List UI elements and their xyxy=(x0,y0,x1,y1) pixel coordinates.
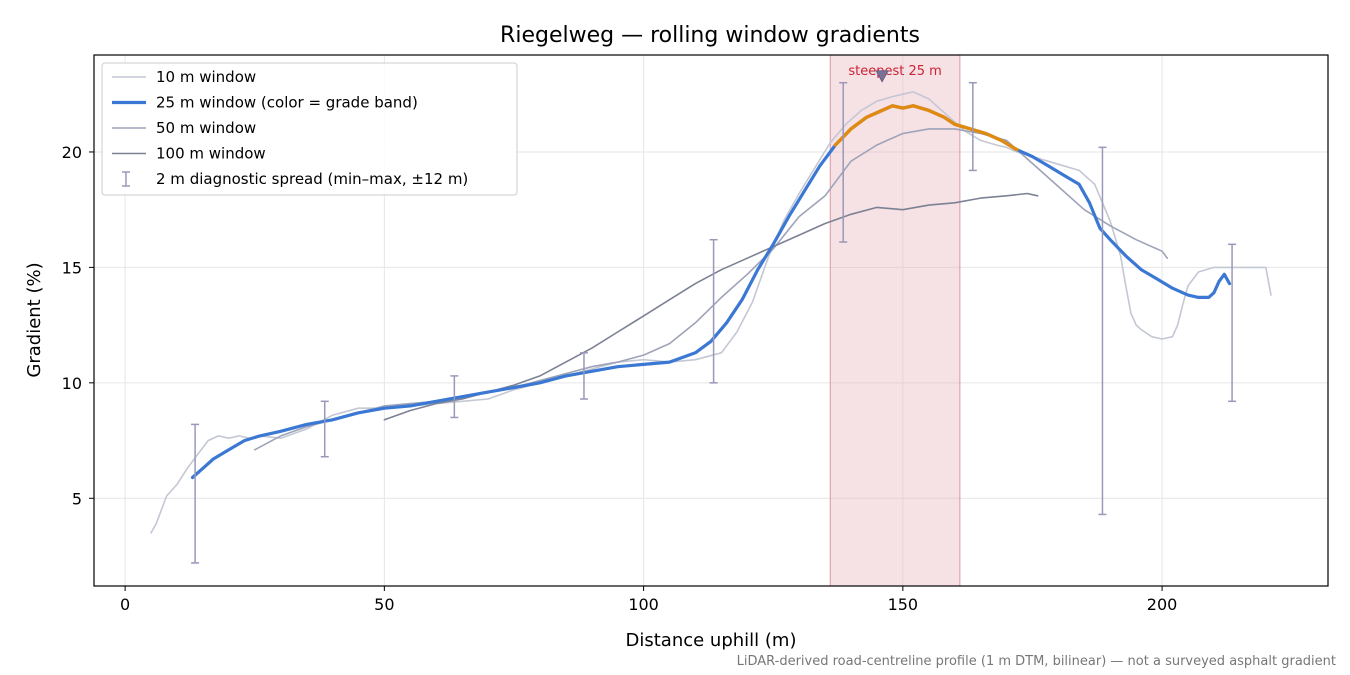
highlight-label: steepest 25 m xyxy=(848,64,941,79)
legend-label: 50 m window xyxy=(156,119,256,137)
plot-frame xyxy=(93,54,1329,587)
y-tick-label: 5 xyxy=(72,489,82,508)
errorbar xyxy=(579,352,588,400)
footnote: LiDAR-derived road-centreline profile (1… xyxy=(737,654,1336,669)
series-lines xyxy=(150,91,1272,534)
x-axis-title: Distance uphill (m) xyxy=(626,630,797,651)
legend-label: 2 m diagnostic spread (min–max, ±12 m) xyxy=(156,170,468,188)
x-tick-label: 50 xyxy=(374,595,394,614)
y-tick-label: 20 xyxy=(62,143,82,162)
legend-item-0: 10 m window xyxy=(112,68,256,86)
legend-item-2: 50 m window xyxy=(112,119,256,137)
errorbar xyxy=(450,375,459,419)
errorbar xyxy=(709,238,718,384)
steepest-marker-icon xyxy=(875,70,889,83)
errorbar xyxy=(1098,146,1107,516)
x-tick-label: 150 xyxy=(888,595,919,614)
errorbar xyxy=(1228,243,1237,403)
legend-item-4: 2 m diagnostic spread (min–max, ±12 m) xyxy=(122,170,468,188)
errorbar xyxy=(320,400,329,458)
legend-label: 10 m window xyxy=(156,68,256,86)
legend-label: 100 m window xyxy=(156,145,266,163)
highlight-band xyxy=(829,54,961,587)
errorbar xyxy=(191,423,200,564)
chart-title: Riegelweg — rolling window gradients xyxy=(500,23,920,48)
y-tick-label: 15 xyxy=(62,258,82,277)
grade-band-segment xyxy=(833,104,1019,152)
x-axis-ticks: 0 50 100 150 200 xyxy=(120,586,1177,614)
y-axis-ticks: 5 10 15 20 xyxy=(62,143,94,508)
x-tick-label: 0 xyxy=(120,595,130,614)
legend-item-1: 25 m window (color = grade band) xyxy=(112,94,418,112)
steepest-25m-highlight: steepest 25 m xyxy=(829,54,961,587)
y-tick-label: 10 xyxy=(62,374,82,393)
y-axis-title: Gradient (%) xyxy=(24,262,45,377)
errorbar xyxy=(968,81,977,172)
legend-item-3: 100 m window xyxy=(112,145,266,163)
x-tick-label: 200 xyxy=(1147,595,1178,614)
errorbar xyxy=(839,81,848,243)
series-line-2 xyxy=(253,128,1169,451)
x-tick-label: 100 xyxy=(628,595,659,614)
diagnostic-spread xyxy=(191,81,1237,564)
legend: 10 m window 25 m window (color = grade ba… xyxy=(101,62,518,196)
series-line-0 xyxy=(150,91,1272,534)
legend-box xyxy=(101,62,518,196)
legend-label: 25 m window (color = grade band) xyxy=(156,94,418,112)
steepest-marker xyxy=(875,70,889,83)
